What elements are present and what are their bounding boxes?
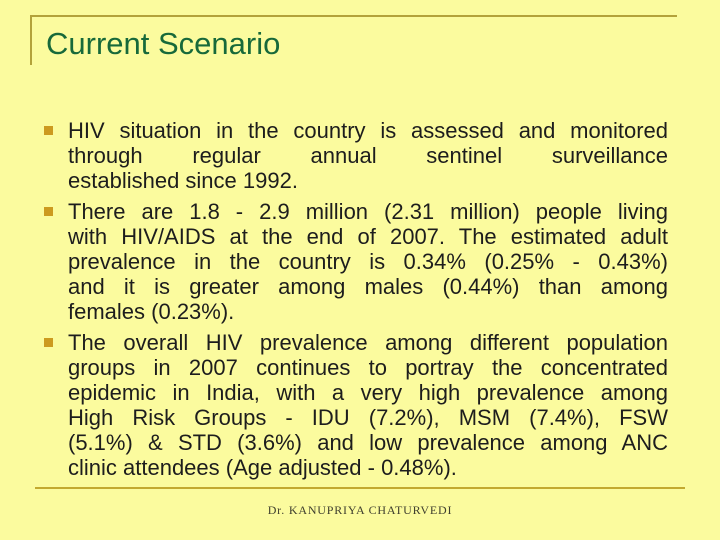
page-title: Current Scenario	[46, 26, 281, 61]
bullet-2-line-5: females (0.23%).	[68, 299, 235, 324]
bullet-item-1: HIV situation in the country is assessed…	[44, 118, 668, 193]
top-rule-divider	[30, 15, 677, 17]
title-accent-bar	[30, 15, 32, 65]
bullet-1-line-1: HIV situation in the country is assessed…	[68, 118, 668, 143]
bullet-2-line-1: There are 1.8 - 2.9 million (2.31 millio…	[68, 199, 668, 224]
bullet-3-line-5: (5.1%) & STD (3.6%) and low prevalence a…	[68, 430, 668, 455]
bottom-rule-divider	[35, 487, 685, 489]
bullet-square-icon	[44, 207, 53, 216]
bullet-list: HIV situation in the country is assessed…	[44, 118, 668, 486]
bullet-square-icon	[44, 338, 53, 347]
bullet-1-line-2: through regular annual sentinel surveill…	[68, 143, 668, 168]
bullet-3-line-3: epidemic in India, with a very high prev…	[68, 380, 668, 405]
bullet-item-3: The overall HIV prevalence among differe…	[44, 330, 668, 480]
footer-credit: Dr. KANUPRIYA CHATURVEDI	[267, 503, 453, 517]
bullet-3-line-2: groups in 2007 continues to portray the …	[68, 355, 668, 380]
bullet-3-line-6: clinic attendees (Age adjusted - 0.48%).	[68, 455, 457, 480]
bullet-3-line-1: The overall HIV prevalence among differe…	[68, 330, 668, 355]
bullet-2-line-4: and it is greater among males (0.44%) th…	[68, 274, 668, 299]
bullet-3-line-4: High Risk Groups - IDU (7.2%), MSM (7.4%…	[68, 405, 668, 430]
bullet-item-2: There are 1.8 - 2.9 million (2.31 millio…	[44, 199, 668, 324]
bullet-square-icon	[44, 126, 53, 135]
bullet-2-line-3: prevalence in the country is 0.34% (0.25…	[68, 249, 668, 274]
bullet-1-line-3: established since 1992.	[68, 168, 298, 193]
bullet-2-line-2: with HIV/AIDS at the end of 2007. The es…	[68, 224, 668, 249]
